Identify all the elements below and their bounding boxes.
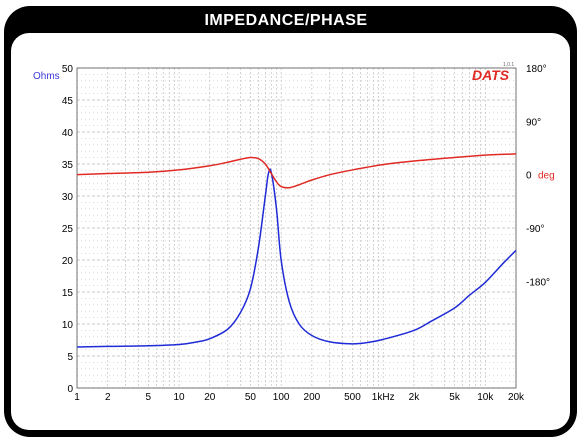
x-tick-label: 10k	[477, 392, 494, 403]
right-tick-label: 0	[526, 171, 532, 182]
left-tick-label: 45	[62, 96, 74, 107]
right-tick-label: 180°	[526, 64, 547, 75]
x-tick-label: 20	[204, 392, 216, 403]
x-tick-label: 100	[273, 392, 290, 403]
x-tick-label: 10	[174, 392, 186, 403]
inner-panel	[11, 33, 570, 430]
x-tick-label: 20k	[508, 392, 525, 403]
plot-area: 1 2 5 10 20 50 100 200 500 1kHz 2k 5k 10k 20k05101520…	[33, 64, 555, 403]
x-tick-label: 5k	[449, 392, 461, 403]
left-tick-label: 50	[62, 64, 74, 75]
left-tick-label: 20	[62, 256, 74, 267]
left-tick-label: 30	[62, 192, 74, 203]
x-tick-label: 500	[344, 392, 361, 403]
dats-logo: DATS 1.0.1	[472, 62, 514, 83]
left-tick-label: 25	[62, 224, 74, 235]
right-tick-label: -180°	[526, 277, 550, 288]
x-tick-label: 5	[146, 392, 152, 403]
x-tick-label: 200	[304, 392, 321, 403]
x-tick-label: 1kHz	[372, 392, 395, 403]
left-tick-label: 15	[62, 288, 74, 299]
x-tick-label: 50	[245, 392, 257, 403]
series-line-phase	[76, 153, 517, 189]
dats-logo-text: DATS	[472, 67, 510, 83]
right-axis-label: deg	[538, 171, 555, 182]
left-tick-label: 0	[67, 384, 73, 395]
right-tick-label: -90°	[526, 224, 544, 235]
x-tick-label: 2k	[409, 392, 421, 403]
left-tick-label: 35	[62, 160, 74, 171]
left-tick-label: 40	[62, 128, 74, 139]
x-tick-label: 2	[105, 392, 111, 403]
series-line-impedance	[76, 168, 517, 348]
left-axis-label: Ohms	[33, 71, 60, 82]
left-tick-label: 10	[62, 320, 74, 331]
chart-title: IMPEDANCE/PHASE	[204, 12, 368, 29]
right-tick-label: 90°	[526, 117, 541, 128]
dats-version-text: 1.0.1	[503, 62, 514, 68]
left-tick-label: 5	[67, 352, 73, 363]
x-tick-label: 1	[74, 392, 80, 403]
plot-border	[76, 67, 517, 389]
